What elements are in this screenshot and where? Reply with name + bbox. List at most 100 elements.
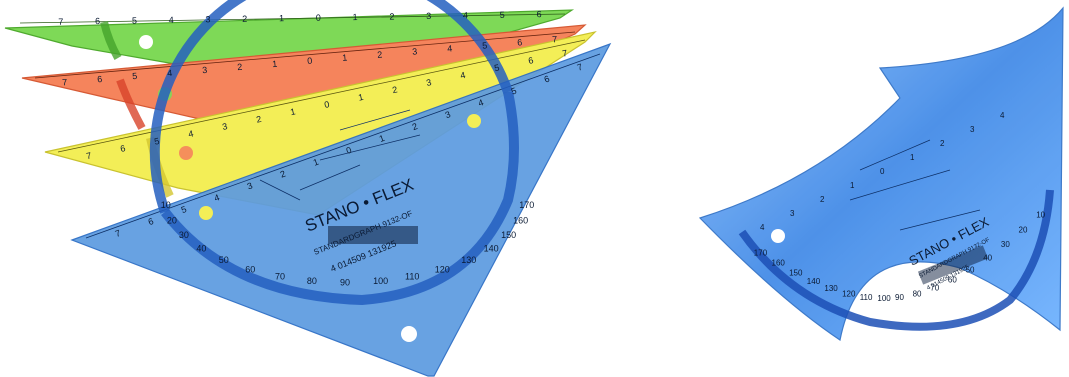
ruler-number: 6	[147, 216, 155, 227]
ruler-number: 3	[444, 109, 452, 120]
flexed-protractor-number: 90	[895, 293, 904, 302]
protractor-number: 120	[435, 265, 450, 275]
flexed-ruler-number: 2	[940, 139, 945, 148]
flexed-protractor-number: 110	[860, 293, 873, 302]
ruler-number: 4	[213, 192, 221, 203]
ruler-number: 4	[167, 68, 173, 78]
protractor-number: 10	[161, 200, 171, 210]
ruler-number: 7	[552, 34, 558, 44]
ruler-number: 6	[517, 37, 523, 47]
ruler-number: 4	[169, 15, 174, 25]
ruler-number: 2	[391, 84, 398, 95]
protractor-number: 100	[373, 276, 388, 286]
flexed-protractor-number: 70	[930, 284, 939, 293]
ruler-number: 0	[307, 56, 313, 66]
protractor-number: 160	[513, 215, 528, 225]
ruler-number: 4	[187, 128, 194, 139]
ruler-number: 2	[279, 168, 287, 179]
ruler-number: 7	[114, 228, 122, 239]
hanging-hole-icon	[401, 326, 417, 342]
protractor-number: 90	[340, 278, 350, 288]
ruler-number: 7	[58, 17, 63, 27]
ruler-number: 4	[459, 70, 466, 81]
protractor-number: 130	[461, 255, 476, 265]
flexed-ruler-number: 4	[760, 223, 765, 232]
flexed-ruler-number: 3	[790, 209, 795, 218]
protractor-number: 140	[484, 244, 499, 254]
ruler-number: 6	[536, 9, 541, 19]
flexed-protractor-number: 20	[1019, 226, 1028, 235]
ruler-number: 1	[353, 12, 358, 22]
protractor-number: 30	[179, 230, 189, 240]
ruler-number: 3	[412, 46, 418, 56]
ruler-number: 1	[342, 52, 348, 62]
ruler-number: 3	[205, 14, 210, 24]
ruler-number: 1	[378, 133, 386, 144]
protractor-number: 150	[501, 230, 516, 240]
flexed-ruler-number: 4	[1000, 111, 1005, 120]
ruler-number: 4	[447, 43, 453, 53]
protractor-number: 70	[275, 272, 285, 282]
ruler-number: 7	[62, 77, 68, 87]
green-set-square	[4, 9, 575, 89]
flexed-protractor-number: 60	[948, 276, 957, 285]
ruler-number: 2	[377, 49, 383, 59]
flexed-protractor-number: 120	[842, 290, 856, 299]
ruler-number: 7	[561, 48, 568, 59]
ruler-number: 3	[425, 77, 432, 88]
protractor-arc	[161, 90, 519, 306]
blue-set-square	[70, 0, 612, 377]
hanging-hole-icon	[771, 229, 785, 243]
ruler-number: 0	[316, 13, 321, 23]
ruler-number: 2	[242, 14, 247, 24]
ruler-number: 0	[323, 99, 330, 110]
ruler-number: 3	[221, 121, 228, 132]
ruler-number: 5	[493, 62, 500, 73]
flexed-ruler-number: 2	[820, 195, 825, 204]
protractor-number: 50	[219, 255, 229, 265]
flexed-protractor-number: 10	[1036, 211, 1045, 220]
ruler-number: 1	[357, 92, 364, 103]
protractor-number: 60	[245, 265, 255, 275]
ruler-number: 2	[255, 114, 262, 125]
barcode	[328, 226, 418, 244]
ruler-number: 7	[85, 150, 92, 161]
ruler-number: 6	[97, 74, 103, 84]
ruler-number: 1	[289, 106, 296, 117]
protractor-number: 170	[519, 200, 534, 210]
ruler-number: 6	[527, 55, 534, 66]
flexed-ruler-number: 0	[880, 167, 885, 176]
flexed-ruler-number: 1	[910, 153, 915, 162]
hanging-hole-icon	[1041, 331, 1055, 345]
ruler-number: 5	[482, 40, 488, 50]
ruler-number: 6	[543, 74, 551, 85]
ruler-number: 3	[426, 11, 431, 21]
protractor-number: 20	[167, 215, 177, 225]
ruler-number: 5	[180, 204, 188, 215]
flexed-ruler-number: 3	[970, 125, 975, 134]
flexed-protractor-number: 80	[913, 290, 922, 299]
ruler-number: 1	[279, 13, 284, 23]
flexed-protractor-number: 100	[877, 294, 891, 303]
ruler-number: 5	[132, 71, 138, 81]
ruler-number: 1	[272, 59, 278, 69]
ruler-number: 6	[95, 16, 100, 26]
flexed-protractor-number: 30	[1001, 240, 1010, 249]
flexed-protractor-number: 130	[824, 284, 838, 293]
flexed-protractor-number: 160	[772, 259, 786, 268]
ruler-number: 5	[153, 136, 160, 147]
ruler-number: 4	[463, 10, 468, 20]
ruler-number: 2	[237, 62, 243, 72]
ruler-number: 3	[246, 180, 254, 191]
protractor-number: 80	[307, 276, 317, 286]
flexed-ruler-number: 1	[850, 181, 855, 190]
protractor-arc	[738, 189, 1054, 331]
barcode	[917, 245, 989, 285]
ruler-number: 3	[202, 65, 208, 75]
ruler-number: 6	[119, 143, 126, 154]
ruler-number: 5	[500, 10, 505, 20]
protractor-number: 40	[196, 244, 206, 254]
hanging-hole-icon	[139, 35, 153, 49]
ruler-number: 5	[510, 85, 518, 96]
protractor-number: 110	[405, 272, 419, 282]
